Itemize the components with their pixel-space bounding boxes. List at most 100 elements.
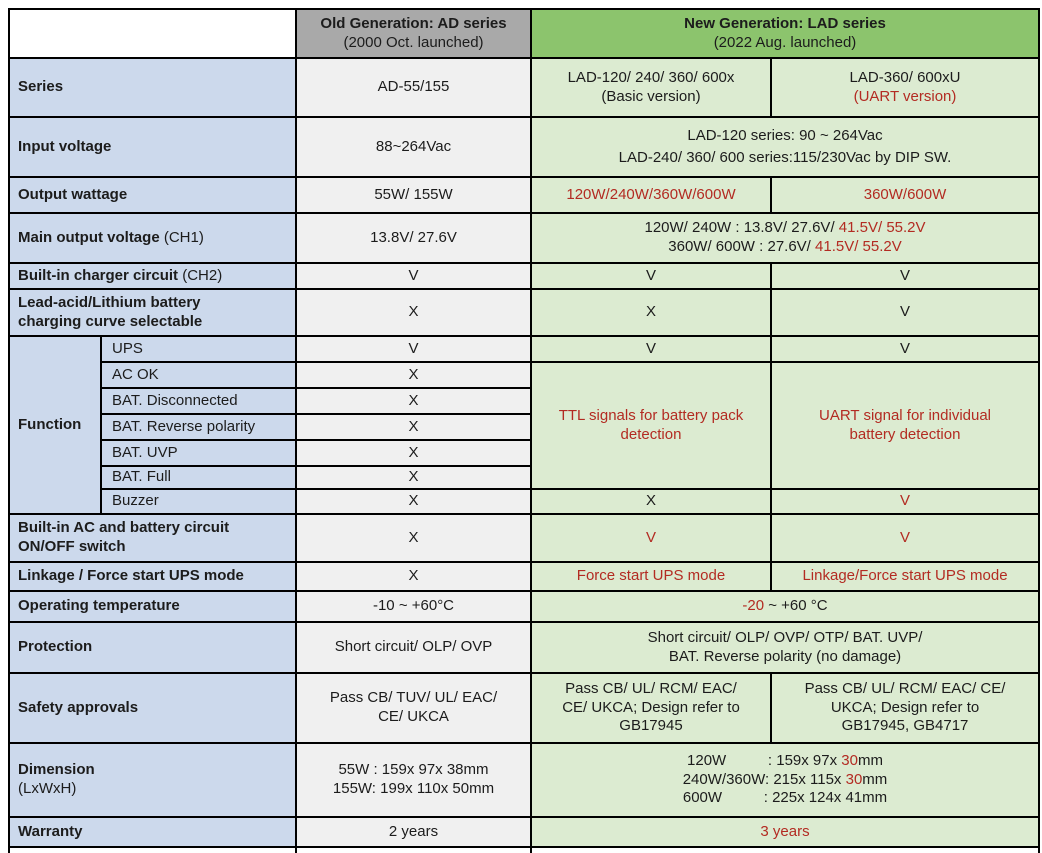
series-basic-line2: (Basic version) [601,87,701,105]
cell-main-output-ad: 13.8V/ 27.6V [295,212,532,264]
row-label-input-voltage: Input voltage [8,116,297,178]
cell-charger-basic: V [530,262,772,290]
cell-linkage-uart: Linkage/Force start UPS mode [769,561,1041,592]
input-voltage-lad-line2: LAD-240/ 360/ 600 series:115/230Vac by D… [618,148,952,166]
charger-label-bold: Built-in charger circuit [18,266,179,284]
row-label-output-wattage: Output wattage [8,176,297,214]
dimension-lad-line2-red: 30 [845,770,863,788]
ac-switch-label-line2: ON/OFF switch [18,538,126,555]
dimension-lad-line1-black: 120W : 159x 97x [687,751,842,769]
cell-charger-uart: V [769,262,1041,290]
function-item-bat-uvp: BAT. UVP [100,439,297,467]
cell-battery-curve-basic: X [530,288,772,337]
cell-function-ups-basic: V [530,335,772,363]
cell-warranty-ad: 2 years [295,816,532,848]
cell-series-uart: LAD-360/ 600xU (UART version) [769,57,1041,118]
row-label-safety: Safety approvals [8,672,297,744]
cell-main-output-lad: 120W/ 240W : 13.8V/ 27.6V/ 41.5V/ 55.2V … [529,212,1041,264]
cell-function-buzzer-ad: X [295,488,532,515]
cell-function-buzzer-uart: V [769,488,1041,515]
protection-lad-line2: BAT. Reverse polarity (no damage) [668,647,902,665]
function-item-ac-ok: AC OK [100,361,297,389]
dimension-lad-line1: 120W : 159x 97x 30mm [536,752,1034,771]
function-item-buzzer: Buzzer [100,488,297,515]
dimension-lad-line3: 600W : 225x 124x 41mm [682,789,888,807]
header-row: Old Generation: AD series (2000 Oct. lau… [8,8,1041,59]
cell-dimension-ad: 55W : 159x 97x 38mm 155W: 199x 110x 50mm [295,742,532,818]
main-output-line2-black: 360W/ 600W : 27.6V/ [668,238,816,255]
row-label-charger-circuit: Built-in charger circuit (CH2) [8,262,297,290]
row-label-op-temp: Operating temperature [8,590,297,623]
row-label-series: Series [8,57,297,118]
cell-safety-ad: Pass CB/ TUV/ UL/ EAC/ CE/ UKCA [295,672,532,744]
row-cutoff [8,846,1041,853]
dimension-lad-line2: 240W/360W: 215x 115x 30mm [536,771,1034,790]
function-merged-uart-line2: battery detection [849,425,961,443]
cell-function-bat-uvp-ad: X [295,439,532,467]
main-output-lad-line1: 120W/ 240W : 13.8V/ 27.6V/ 41.5V/ 55.2V [536,219,1034,238]
row-function-bat-reverse: BAT. Reverse polarity X [9,413,1039,441]
safety-ad-line2: CE/ UKCA [378,708,449,725]
row-label-main-output-voltage: Main output voltage (CH1) [8,212,297,264]
row-function-buzzer: Buzzer X X V [9,488,1041,515]
dimension-ad-line2: 155W: 199x 110x 50mm [332,780,495,797]
cell-safety-basic: Pass CB/ UL/ RCM/ EAC/ CE/ UKCA; Design … [530,672,772,744]
row-linkage: Linkage / Force start UPS mode X Force s… [8,561,1041,592]
main-output-line1-black: 120W/ 240W : 13.8V/ 27.6V/ [644,219,839,237]
series-uart-line2: (UART version) [853,87,957,105]
row-warranty: Warranty 2 years 3 years [8,816,1041,848]
row-label-battery-curve: Lead-acid/Lithium battery charging curve… [8,288,297,337]
battery-curve-label-line1: Lead-acid/Lithium battery [18,293,201,311]
function-group-label: Function [8,335,102,515]
row-function-bat-disconnected: BAT. Disconnected X [9,387,1039,415]
cell-battery-curve-ad: X [295,288,532,337]
dimension-label-line2: (LxWxH) [18,780,77,797]
dimension-lad-line1-red: 30 [841,751,858,769]
row-battery-curve: Lead-acid/Lithium battery charging curve… [8,288,1041,337]
main-output-lad-line2: 360W/ 600W : 27.6V/ 41.5V/ 55.2V [536,238,1034,257]
row-protection: Protection Short circuit/ OLP/ OVP Short… [8,621,1041,674]
cell-op-temp-ad: -10 ~ +60°C [295,590,532,623]
op-temp-lad-black: ~ +60 °C [764,597,828,615]
charger-label-normal: (CH2) [178,266,223,284]
row-series: Series AD-55/155 LAD-120/ 240/ 360/ 600x… [8,57,1041,118]
cell-output-wattage-ad: 55W/ 155W [295,176,532,214]
dimension-lad-line1-suffix: mm [857,751,883,769]
cell-charger-ad: V [295,262,532,290]
cell-protection-ad: Short circuit/ OLP/ OVP [295,621,532,674]
row-function-bat-uvp: BAT. UVP X [9,439,1039,467]
row-ac-switch: Built-in AC and battery circuit ON/OFF s… [8,513,1041,563]
row-function-bat-full: BAT. Full X [9,465,1039,490]
header-new-subtitle: (2022 Aug. launched) [713,33,857,51]
cell-series-basic: LAD-120/ 240/ 360/ 600x (Basic version) [530,57,772,118]
safety-basic-line3: GB17945 [619,717,683,735]
safety-basic-line2: CE/ UKCA; Design refer to [562,698,740,716]
row-label-dimension: Dimension (LxWxH) [8,742,297,818]
safety-uart-line3: GB17945, GB4717 [841,717,969,735]
dimension-ad-line1: 55W : 159x 97x 38mm [338,761,489,779]
cell-ac-switch-uart: V [769,513,1041,563]
safety-basic-line1: Pass CB/ UL/ RCM/ EAC/ [565,679,737,697]
row-main-output-voltage: Main output voltage (CH1) 13.8V/ 27.6V 1… [8,212,1041,264]
cell-cutoff-lad [529,846,1041,853]
row-label-warranty: Warranty [8,816,297,848]
row-label-ac-switch: Built-in AC and battery circuit ON/OFF s… [8,513,297,563]
cell-function-ups-ad: V [295,335,532,363]
row-charger-circuit: Built-in charger circuit (CH2) V V V [8,262,1041,290]
series-basic-line1: LAD-120/ 240/ 360/ 600x [567,68,735,86]
header-blank-cell [8,8,297,59]
cell-output-wattage-basic: 120W/240W/360W/600W [530,176,772,214]
cell-input-voltage-ad: 88~264Vac [295,116,532,178]
cell-function-merged-uart: UART signal for individual battery detec… [769,361,1041,490]
cell-function-bat-disconnected-ad: X [295,387,532,415]
cell-function-bat-reverse-ad: X [295,413,532,441]
cell-protection-lad: Short circuit/ OLP/ OVP/ OTP/ BAT. UVP/ … [529,621,1041,674]
cell-battery-curve-uart: V [769,288,1041,337]
cell-linkage-ad: X [295,561,532,592]
safety-ad-line1: Pass CB/ TUV/ UL/ EAC/ [329,689,498,707]
row-function-ups: Function UPS V V V [8,335,1041,515]
row-label-protection: Protection [8,621,297,674]
header-old-subtitle: (2000 Oct. launched) [343,33,484,51]
row-op-temp: Operating temperature -10 ~ +60°C -20 ~ … [8,590,1041,623]
function-item-bat-disconnected: BAT. Disconnected [100,387,297,415]
